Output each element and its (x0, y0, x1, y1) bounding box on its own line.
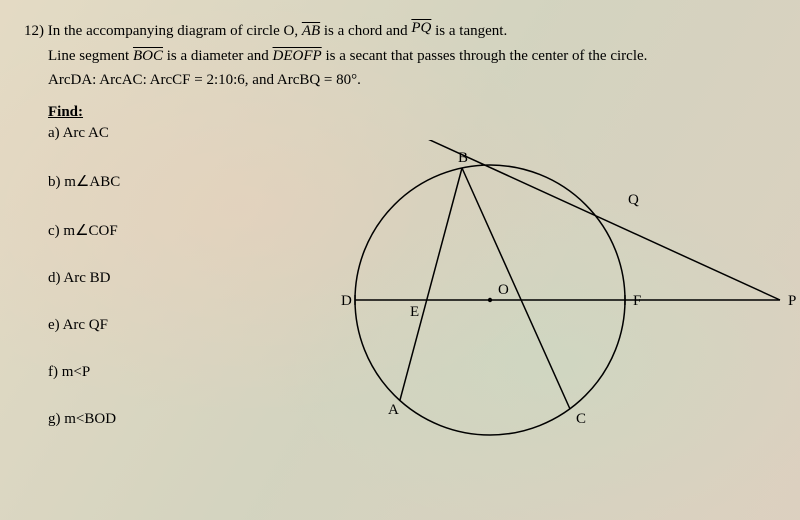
problem-number: 12) (24, 23, 44, 39)
question-a: a) Arc AC (48, 125, 776, 142)
circle-diagram: O D F P B C Q A E (260, 140, 800, 470)
segment-AB: AB (302, 23, 320, 39)
s1-mid: is a chord and (324, 23, 411, 39)
segment-BOC: BOC (133, 48, 163, 64)
problem-line-3: ArcDA: ArcAC: ArcCF = 2:10:6, and ArcBQ … (48, 69, 776, 92)
svg-text:O: O (498, 282, 509, 298)
s1-suffix: is a tangent. (435, 23, 507, 39)
svg-text:P: P (788, 293, 796, 309)
problem-line-2: Line segment BOC is a diameter and DEOFP… (48, 45, 776, 68)
svg-text:E: E (410, 304, 419, 320)
problem-line-1: 12) In the accompanying diagram of circl… (24, 20, 776, 43)
segment-DEOFP: DEOFP (273, 48, 322, 64)
segment-PQ: PQ (411, 20, 431, 36)
s2-mid: is a diameter and (167, 48, 273, 64)
svg-text:B: B (458, 150, 468, 166)
s2-prefix: Line segment (48, 48, 133, 64)
svg-text:D: D (341, 293, 352, 309)
find-label: Find: (48, 104, 776, 121)
svg-text:A: A (388, 402, 399, 418)
svg-text:Q: Q (628, 192, 639, 208)
svg-text:F: F (633, 293, 641, 309)
svg-text:C: C (576, 411, 586, 427)
s2-suffix: is a secant that passes through the cent… (325, 48, 647, 64)
s1-prefix: In the accompanying diagram of circle O, (48, 23, 302, 39)
